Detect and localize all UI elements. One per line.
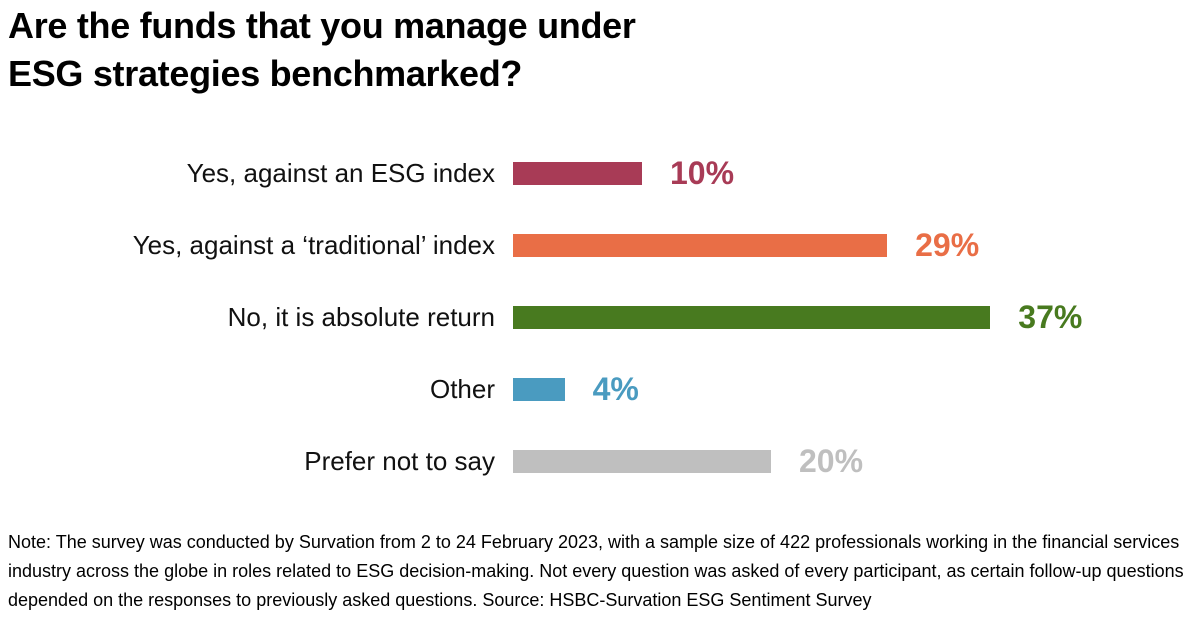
bar-row: Yes, against an ESG index 10%: [0, 137, 1200, 209]
value-label: 20%: [799, 442, 864, 479]
bar-row: Yes, against a ‘traditional’ index 29%: [0, 209, 1200, 281]
bar: [513, 305, 991, 329]
category-label: Yes, against a ‘traditional’ index: [132, 229, 495, 260]
bar-and-value: 4%: [513, 371, 639, 408]
category-label: No, it is absolute return: [227, 301, 495, 332]
value-label: 29%: [915, 226, 980, 263]
bar-and-value: 10%: [513, 155, 734, 192]
bar-and-value: 29%: [513, 227, 979, 264]
chart-title-line1: Are the funds that you manage under: [8, 5, 636, 46]
value-label: 37%: [1018, 298, 1083, 335]
bar-and-value: 20%: [513, 443, 863, 480]
category-label: Yes, against an ESG index: [186, 157, 495, 188]
footnote: Note: The survey was conducted by Survat…: [8, 532, 1184, 610]
category-label: Prefer not to say: [304, 445, 495, 476]
bar: [513, 233, 888, 257]
category-label: Other: [429, 373, 495, 404]
bar-and-value: 37%: [513, 299, 1082, 336]
bar-row: No, it is absolute return 37%: [0, 281, 1200, 353]
bar: [513, 161, 642, 185]
bar-row: Other 4%: [0, 353, 1200, 425]
bar-chart: Yes, against an ESG index 10% Yes, against…: [0, 137, 1200, 497]
chart-title: Are the funds that you manage under ESG s…: [8, 2, 636, 98]
bar-row: Prefer not to say 20%: [0, 425, 1200, 497]
value-label: 4%: [592, 370, 639, 407]
chart-title-line2: ESG strategies benchmarked?: [8, 53, 523, 94]
value-label: 10%: [670, 154, 735, 191]
bar: [513, 377, 565, 401]
bar: [513, 449, 771, 473]
